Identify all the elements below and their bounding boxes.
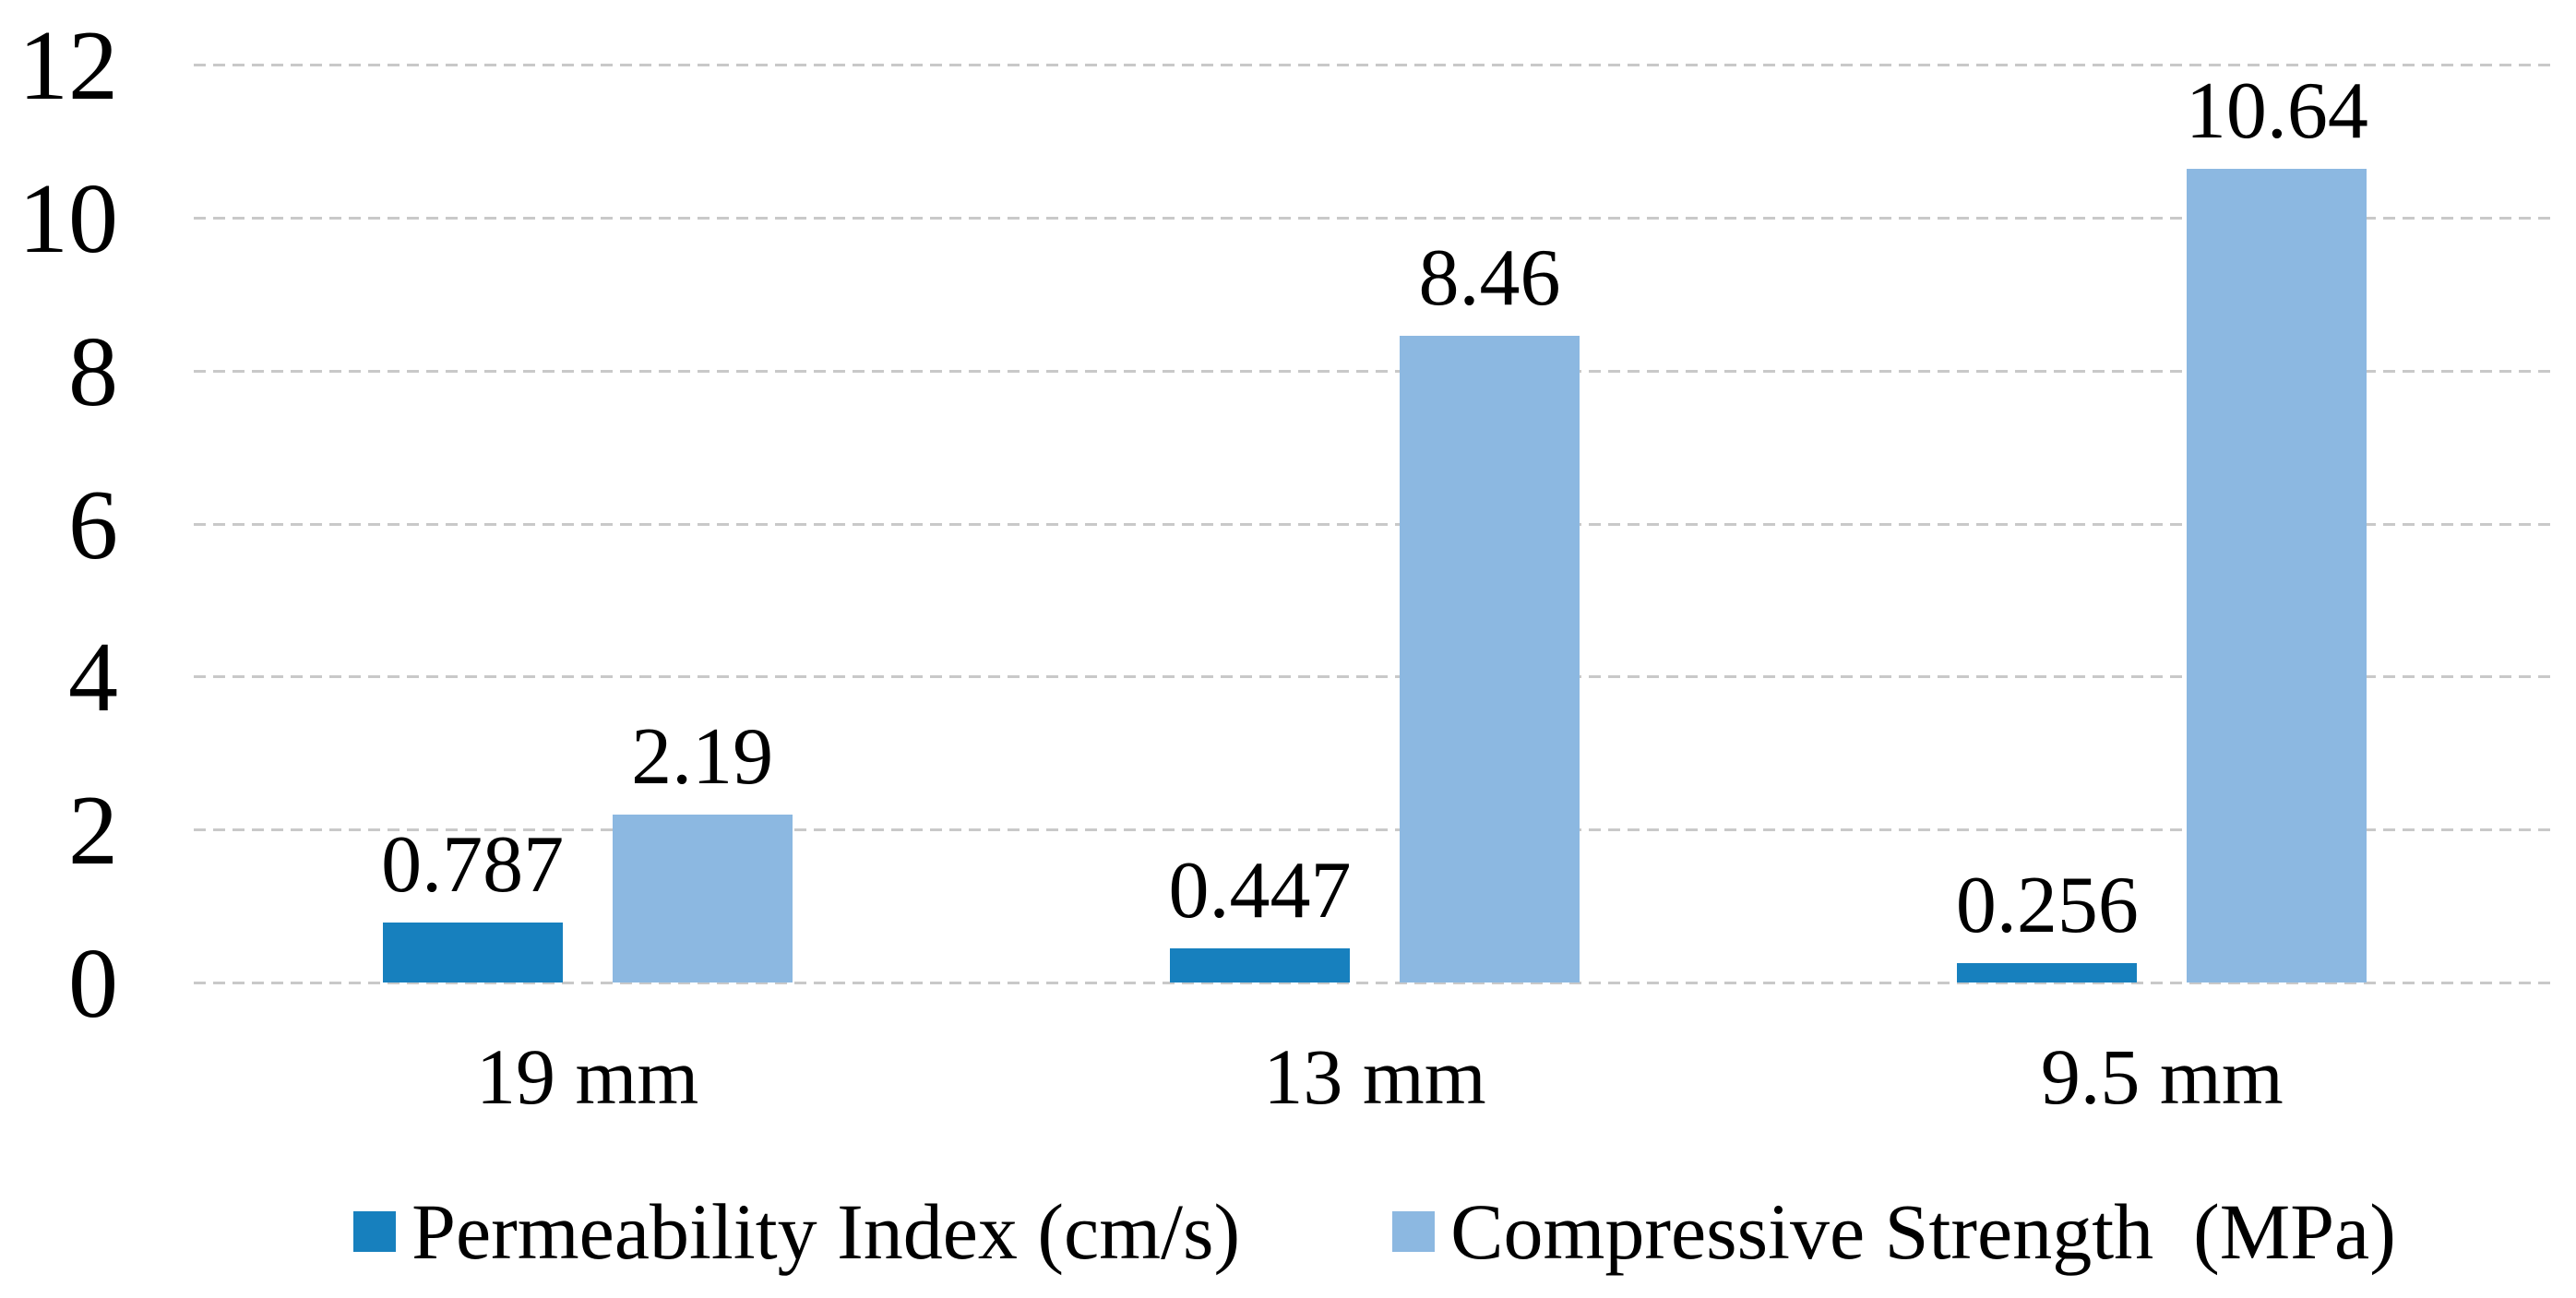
bar-value-label: 0.447 [1168,845,1352,935]
bar-slot: 10.64 [2186,70,2368,982]
y-axis-tick-label: 2 [68,776,118,887]
gridline-y-8 [194,369,2556,373]
y-axis-tick-label: 8 [68,316,118,427]
bar-permeability-index-19-mm [382,922,563,982]
gridline-y-2 [194,828,2556,832]
y-axis-tick-label: 10 [18,163,118,274]
legend-swatch-icon [353,1211,397,1252]
bar-value-label: 2.19 [631,712,774,803]
bar-value-label: 8.46 [1418,232,1561,323]
gridline-y-0 [194,982,2556,984]
gridline-y-12 [194,64,2556,66]
y-axis-tick-label: 0 [68,929,118,1039]
bar-group-13-mm: 0.447 8.46 [981,65,1768,982]
bar-compressive-strength-19-mm [612,815,793,982]
bar-slot: 0.256 [1956,864,2139,982]
bar-slot: 0.447 [1168,850,1351,982]
gridline-y-4 [194,675,2556,679]
bar-slot: 2.19 [612,717,793,982]
bar-permeability-index-13-mm [1169,947,1350,982]
legend: Permeability Index (cm/s) Compressive Str… [194,1187,2556,1276]
bar-group-9.5-mm: 0.256 10.64 [1769,65,2556,982]
x-axis-category-label: 19 mm [476,1032,699,1121]
legend-label: Permeability Index (cm/s) [411,1187,1241,1276]
bar-compressive-strength-13-mm [1399,335,1580,982]
y-axis-tick-label: 12 [18,11,118,121]
x-axis-category-label: 13 mm [1263,1032,1486,1121]
bar-permeability-index-9.5-mm [1957,962,2138,982]
y-axis-tick-label: 4 [68,623,118,733]
bar-value-label: 0.256 [1955,860,2139,950]
legend-item-compressive-strength: Compressive Strength (MPa) [1392,1187,2396,1276]
gridline-y-6 [194,522,2556,526]
y-axis-tick-label: 6 [68,470,118,580]
bar-value-label: 0.787 [381,819,565,910]
bar-slot: 0.787 [381,824,564,982]
legend-item-permeability-index: Permeability Index (cm/s) [353,1187,1240,1276]
x-axis-category-label: 9.5 mm [2040,1032,2284,1121]
gridline-y-10 [194,216,2556,220]
legend-label: Compressive Strength (MPa) [1450,1187,2396,1276]
bar-slot: 8.46 [1399,237,1580,982]
bar-group-19-mm: 0.787 2.19 [194,65,981,982]
bar-value-label: 10.64 [2185,65,2368,156]
bar-compressive-strength-9.5-mm [2187,168,2367,982]
legend-swatch-icon [1392,1211,1436,1252]
